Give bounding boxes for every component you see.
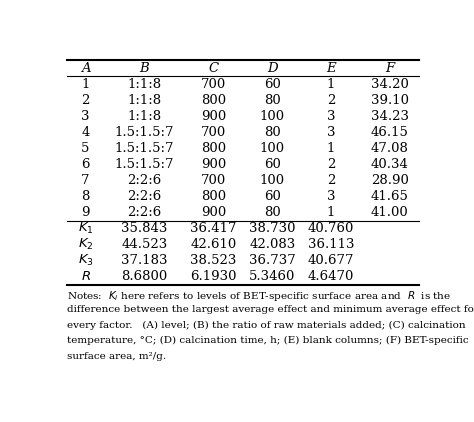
Text: 100: 100 xyxy=(260,142,285,155)
Text: $K_2$: $K_2$ xyxy=(78,237,93,252)
Text: 1: 1 xyxy=(327,206,335,219)
Text: 1.5:1.5:7: 1.5:1.5:7 xyxy=(115,142,174,155)
Text: 80: 80 xyxy=(264,206,281,219)
Text: 44.523: 44.523 xyxy=(121,238,167,251)
Text: 40.34: 40.34 xyxy=(371,158,409,171)
Text: 2:2:6: 2:2:6 xyxy=(127,174,161,187)
Text: 7: 7 xyxy=(81,174,90,187)
Text: 1: 1 xyxy=(327,78,335,91)
Text: $R$: $R$ xyxy=(81,270,91,283)
Text: 100: 100 xyxy=(260,174,285,187)
Text: 2: 2 xyxy=(327,174,335,187)
Text: 46.15: 46.15 xyxy=(371,126,409,139)
Text: $K_3$: $K_3$ xyxy=(78,253,93,268)
Text: 80: 80 xyxy=(264,94,281,107)
Text: 42.610: 42.610 xyxy=(191,238,237,251)
Text: difference between the largest average effect and minimum average effect for: difference between the largest average e… xyxy=(66,305,474,314)
Text: 34.23: 34.23 xyxy=(371,110,409,123)
Text: surface area, m²/g.: surface area, m²/g. xyxy=(66,352,166,361)
Text: $K_1$: $K_1$ xyxy=(78,221,93,236)
Text: 6: 6 xyxy=(81,158,90,171)
Text: 60: 60 xyxy=(264,158,281,171)
Text: 4.6470: 4.6470 xyxy=(308,270,354,283)
Text: every factor.   (A) level; (B) the ratio of raw materials added; (C) calcination: every factor. (A) level; (B) the ratio o… xyxy=(66,321,465,330)
Text: 36.417: 36.417 xyxy=(190,222,237,235)
Text: 38.523: 38.523 xyxy=(191,254,237,267)
Text: 8.6800: 8.6800 xyxy=(121,270,167,283)
Text: 1: 1 xyxy=(327,142,335,155)
Text: 900: 900 xyxy=(201,158,226,171)
Text: 40.760: 40.760 xyxy=(308,222,354,235)
Text: 36.737: 36.737 xyxy=(249,254,296,267)
Text: B: B xyxy=(139,62,149,75)
Text: 9: 9 xyxy=(81,206,90,219)
Text: 80: 80 xyxy=(264,126,281,139)
Text: 3: 3 xyxy=(327,110,335,123)
Text: 700: 700 xyxy=(201,78,226,91)
Text: 2: 2 xyxy=(327,94,335,107)
Text: 5.3460: 5.3460 xyxy=(249,270,295,283)
Text: 1.5:1.5:7: 1.5:1.5:7 xyxy=(115,158,174,171)
Text: 8: 8 xyxy=(82,190,90,203)
Text: 3: 3 xyxy=(327,190,335,203)
Text: 42.083: 42.083 xyxy=(249,238,295,251)
Text: 3: 3 xyxy=(327,126,335,139)
Text: E: E xyxy=(326,62,336,75)
Text: 60: 60 xyxy=(264,78,281,91)
Text: temperature, °C; (D) calcination time, h; (E) blank columns; (F) BET-specific: temperature, °C; (D) calcination time, h… xyxy=(66,336,468,345)
Text: 1:1:8: 1:1:8 xyxy=(127,78,161,91)
Text: 1: 1 xyxy=(82,78,90,91)
Text: 700: 700 xyxy=(201,126,226,139)
Text: 800: 800 xyxy=(201,190,226,203)
Text: 2: 2 xyxy=(327,158,335,171)
Text: 35.843: 35.843 xyxy=(121,222,167,235)
Text: 800: 800 xyxy=(201,142,226,155)
Text: C: C xyxy=(209,62,219,75)
Text: 37.183: 37.183 xyxy=(121,254,167,267)
Text: 5: 5 xyxy=(82,142,90,155)
Text: 100: 100 xyxy=(260,110,285,123)
Text: 60: 60 xyxy=(264,190,281,203)
Text: 1:1:8: 1:1:8 xyxy=(127,94,161,107)
Text: A: A xyxy=(81,62,91,75)
Text: 900: 900 xyxy=(201,206,226,219)
Text: Notes:  $K_i$ here refers to levels of BET-specific surface area and  $R$  is th: Notes: $K_i$ here refers to levels of BE… xyxy=(66,289,451,303)
Text: D: D xyxy=(267,62,278,75)
Text: 34.20: 34.20 xyxy=(371,78,409,91)
Text: 1.5:1.5:7: 1.5:1.5:7 xyxy=(115,126,174,139)
Text: F: F xyxy=(385,62,394,75)
Text: 800: 800 xyxy=(201,94,226,107)
Text: 1:1:8: 1:1:8 xyxy=(127,110,161,123)
Text: 41.00: 41.00 xyxy=(371,206,409,219)
Text: 38.730: 38.730 xyxy=(249,222,296,235)
Text: 2: 2 xyxy=(82,94,90,107)
Text: 6.1930: 6.1930 xyxy=(190,270,237,283)
Text: 36.113: 36.113 xyxy=(308,238,355,251)
Text: 28.90: 28.90 xyxy=(371,174,409,187)
Text: 41.65: 41.65 xyxy=(371,190,409,203)
Text: 39.10: 39.10 xyxy=(371,94,409,107)
Text: 2:2:6: 2:2:6 xyxy=(127,206,161,219)
Text: 2:2:6: 2:2:6 xyxy=(127,190,161,203)
Text: 4: 4 xyxy=(82,126,90,139)
Text: 3: 3 xyxy=(81,110,90,123)
Text: 47.08: 47.08 xyxy=(371,142,409,155)
Text: 900: 900 xyxy=(201,110,226,123)
Text: 40.677: 40.677 xyxy=(308,254,355,267)
Text: 700: 700 xyxy=(201,174,226,187)
